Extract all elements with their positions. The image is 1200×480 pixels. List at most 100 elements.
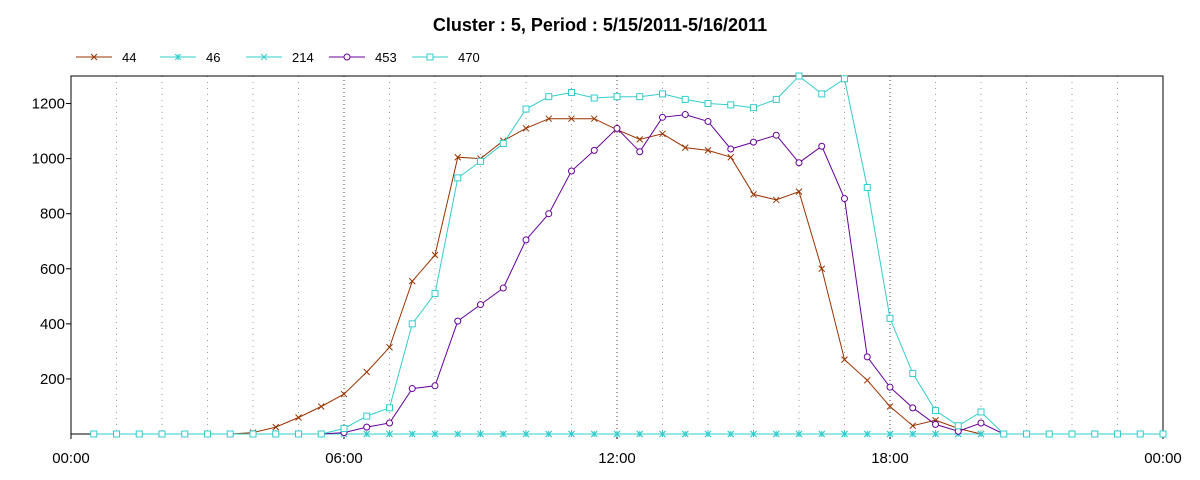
series-470 [90, 72, 1167, 438]
data-point [431, 251, 439, 259]
data-point [863, 353, 871, 361]
data-point [454, 153, 462, 161]
data-point [454, 430, 462, 438]
data-point [772, 131, 780, 139]
data-point [727, 145, 735, 153]
series-44 [90, 115, 1167, 438]
data-point [386, 343, 393, 351]
data-point [841, 356, 848, 363]
data-point [909, 430, 917, 438]
data-point [1114, 430, 1121, 438]
data-point [363, 423, 371, 431]
data-point [499, 139, 507, 147]
data-point [568, 89, 575, 97]
data-point [932, 420, 939, 428]
data-point [727, 430, 735, 438]
data-point [386, 430, 393, 438]
data-point [818, 265, 826, 273]
data-point [295, 430, 302, 438]
data-point [795, 188, 803, 196]
data-point [477, 301, 484, 309]
y-tick-label: 200 [40, 371, 65, 388]
data-point [1159, 430, 1167, 438]
data-point [659, 430, 666, 438]
data-point [568, 167, 575, 175]
data-point [340, 424, 348, 432]
data-point [613, 124, 621, 132]
data-point [613, 93, 621, 101]
data-point [772, 95, 780, 103]
data-point [499, 284, 507, 292]
data-point [477, 157, 484, 165]
legend-marker [260, 53, 268, 61]
data-point [795, 159, 803, 167]
legend-marker [343, 53, 351, 61]
data-point [886, 430, 894, 438]
data-point [727, 101, 735, 109]
data-point [909, 369, 917, 377]
data-point [317, 403, 325, 410]
data-point [727, 153, 735, 161]
legend: 44 46 214 453 470 [76, 50, 480, 65]
y-tick-label: 600 [40, 261, 65, 278]
data-point [522, 105, 530, 113]
x-tick-label: 06:00 [325, 450, 363, 467]
data-point [295, 414, 302, 421]
data-point [545, 210, 553, 218]
data-point [568, 430, 575, 438]
series-453 [90, 111, 1167, 438]
data-point [704, 430, 712, 438]
legend-marker [426, 53, 434, 61]
data-point [841, 430, 848, 438]
x-tick-label: 18:00 [871, 450, 909, 467]
data-point [408, 277, 416, 285]
data-point [659, 130, 666, 138]
data-point [135, 430, 143, 438]
ticks: 200 400 600 800 1000 1200 00:00 06:00 12:00 18:00… [32, 96, 1182, 467]
data-point [386, 419, 393, 427]
legend-item-470: 470 [412, 50, 480, 65]
data-point [681, 430, 689, 438]
data-point [431, 290, 439, 298]
data-point [750, 191, 757, 198]
data-point [613, 430, 621, 438]
legend-label: 44 [122, 50, 136, 65]
data-point [590, 146, 598, 154]
data-point [795, 72, 803, 80]
data-point [477, 430, 484, 438]
y-tick-label: 800 [40, 206, 65, 223]
data-point [431, 430, 439, 438]
data-point [772, 430, 780, 438]
data-point [499, 430, 507, 438]
legend-item-44: 44 [76, 50, 136, 65]
legend-marker [90, 53, 98, 61]
data-point [386, 404, 393, 412]
data-point [818, 90, 826, 98]
data-point [750, 104, 757, 112]
series-line-453 [93, 114, 1163, 435]
data-point [909, 404, 917, 412]
data-point [408, 430, 416, 438]
data-point [1068, 430, 1076, 438]
data-point [158, 430, 166, 438]
legend-label: 453 [375, 50, 397, 65]
x-tick-label: 00:00 [1144, 450, 1182, 467]
data-point [249, 430, 257, 438]
data-point [1091, 430, 1099, 438]
data-point [363, 368, 371, 376]
data-point [226, 430, 234, 438]
data-point [636, 93, 644, 101]
data-point [841, 75, 848, 83]
data-point [317, 430, 325, 438]
data-point [977, 430, 985, 438]
data-point [454, 174, 462, 182]
data-point [113, 430, 120, 438]
data-point [750, 138, 757, 146]
data-point [659, 113, 666, 121]
series-line-44 [93, 118, 1163, 435]
data-point [795, 430, 803, 438]
data-point [181, 430, 189, 438]
data-point [704, 100, 712, 108]
data-point [590, 94, 598, 102]
